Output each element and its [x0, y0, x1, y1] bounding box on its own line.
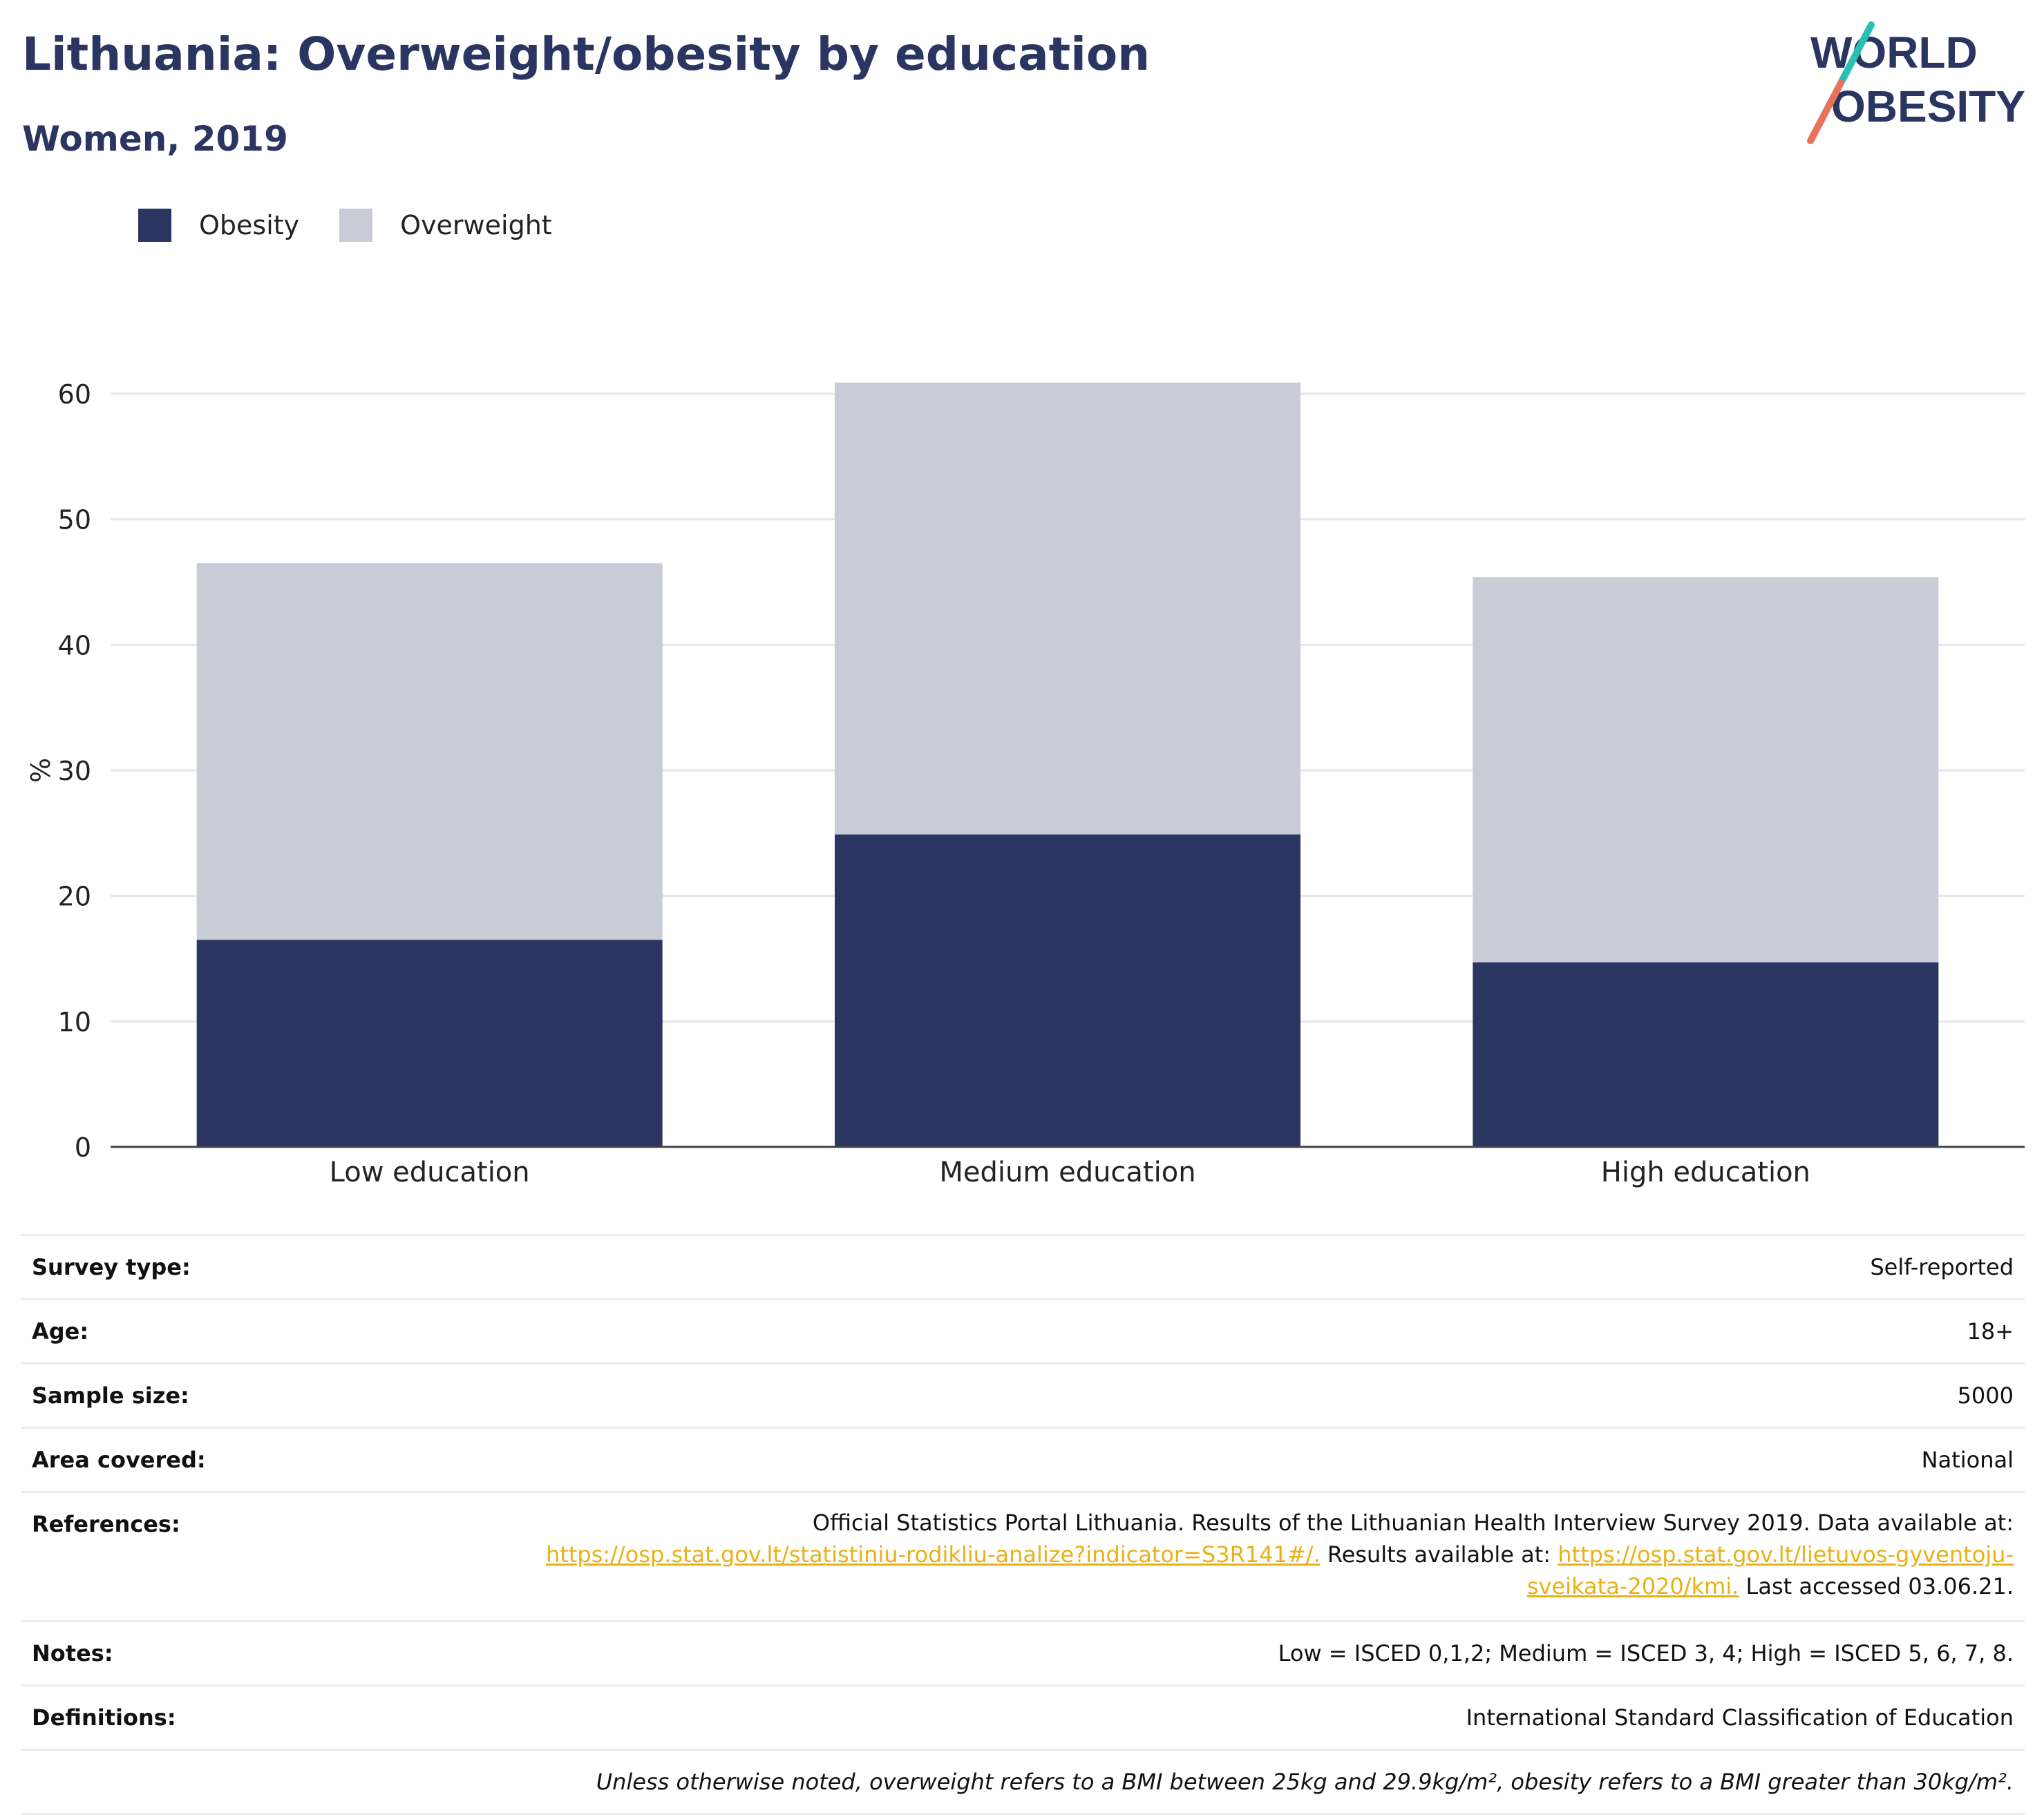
- info-row-definitions: Definitions: International Standard Clas…: [21, 1686, 2025, 1751]
- info-value: National: [1921, 1447, 2014, 1473]
- y-axis-label: %: [26, 758, 56, 783]
- info-value: Self-reported: [1870, 1254, 2014, 1280]
- legend-label-overweight: Overweight: [400, 210, 552, 240]
- bar-obesity: [835, 834, 1300, 1147]
- x-tick-label: Low education: [330, 1157, 530, 1188]
- logo-line1: WORLD: [1810, 28, 1978, 77]
- bar-overweight: [196, 563, 663, 940]
- bar-obesity: [1473, 962, 1939, 1147]
- references-text-2: Results available at:: [1327, 1541, 1551, 1568]
- y-tick-label: 50: [58, 505, 91, 535]
- logo-line2: OBESITY: [1831, 82, 2025, 131]
- bar-obesity: [196, 940, 663, 1147]
- info-value-notes: Low = ISCED 0,1,2; Medium = ISCED 3, 4; …: [1278, 1640, 2014, 1666]
- info-key: Survey type:: [32, 1254, 191, 1280]
- info-value-references: Official Statistics Portal Lithuania. Re…: [546, 1507, 2014, 1602]
- y-tick-label: 40: [58, 630, 91, 661]
- info-row: Area covered: National: [21, 1429, 2025, 1493]
- info-row-references: References: Official Statistics Portal L…: [21, 1493, 2025, 1622]
- info-row: Age: 18+: [21, 1300, 2025, 1365]
- bmi-footnote: Unless otherwise noted, overweight refer…: [21, 1751, 2025, 1815]
- page-subtitle: Women, 2019: [22, 119, 288, 159]
- info-key: Age:: [32, 1318, 89, 1344]
- info-key: Area covered:: [32, 1447, 206, 1473]
- y-tick-label: 20: [58, 882, 91, 912]
- x-tick-label: High education: [1601, 1157, 1810, 1188]
- legend-label-obesity: Obesity: [199, 210, 300, 240]
- info-key: Sample size:: [32, 1382, 189, 1409]
- stacked-bar-chart: 0 10 20 30 40 50 60% Low education Medium educat…: [26, 379, 2025, 1188]
- legend-swatch-obesity: [138, 209, 171, 242]
- references-text-3: Last accessed 03.06.21.: [1745, 1573, 2014, 1599]
- y-tick-label: 60: [58, 379, 91, 410]
- legend-swatch-overweight: [339, 209, 373, 242]
- y-tick-label: 10: [58, 1007, 91, 1037]
- bar-overweight: [1473, 577, 1939, 962]
- references-link-1[interactable]: https://osp.stat.gov.lt/statistiniu-rodi…: [546, 1541, 1321, 1568]
- info-key-references: References:: [32, 1511, 180, 1537]
- page-title: Lithuania: Overweight/obesity by educati…: [22, 28, 1151, 81]
- info-value: 5000: [1957, 1382, 2014, 1409]
- references-text-1: Official Statistics Portal Lithuania. Re…: [812, 1510, 2014, 1536]
- info-key-definitions: Definitions:: [32, 1704, 176, 1731]
- survey-info-table: Survey type: Self-reported Age: 18+ Sample s…: [21, 1234, 2025, 1815]
- world-obesity-logo: WORLD OBESITY: [1807, 21, 2025, 144]
- bar-overweight: [835, 382, 1300, 835]
- references-link-2a[interactable]: https://osp.stat.gov.lt/lietuvos-gyvento…: [1558, 1541, 2014, 1568]
- x-tick-label: Medium education: [939, 1157, 1195, 1188]
- references-link-2b[interactable]: sveikata-2020/kmi.: [1526, 1573, 1739, 1599]
- info-value: 18+: [1967, 1318, 2014, 1344]
- info-key-notes: Notes:: [32, 1640, 113, 1666]
- chart-legend: Obesity Overweight: [138, 205, 592, 246]
- y-tick-label: 30: [58, 756, 91, 786]
- info-row: Sample size: 5000: [21, 1365, 2025, 1429]
- legend-item-obesity: Obesity: [138, 209, 299, 242]
- info-value-definitions: International Standard Classification of…: [1466, 1704, 2014, 1731]
- info-row-notes: Notes: Low = ISCED 0,1,2; Medium = ISCED…: [21, 1622, 2025, 1686]
- y-tick-label: 0: [75, 1132, 91, 1163]
- legend-item-overweight: Overweight: [339, 209, 552, 242]
- info-row: Survey type: Self-reported: [21, 1236, 2025, 1300]
